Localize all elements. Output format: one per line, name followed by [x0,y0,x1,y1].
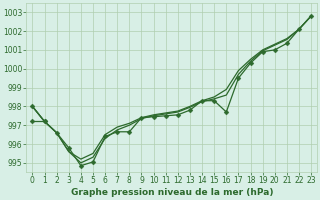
X-axis label: Graphe pression niveau de la mer (hPa): Graphe pression niveau de la mer (hPa) [70,188,273,197]
